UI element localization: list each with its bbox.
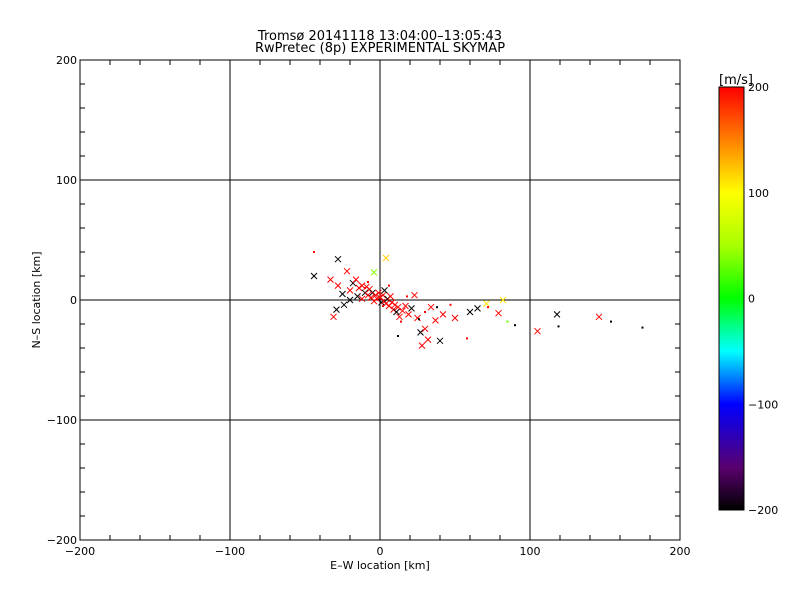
data-point	[499, 296, 507, 304]
data-point	[394, 303, 402, 311]
colorbar-tick-labels: −200 −100 0 100 200	[748, 81, 778, 517]
y-tick-label: 0	[70, 294, 77, 307]
data-point	[346, 296, 354, 304]
data-point	[370, 269, 378, 276]
y-tick-labels: −200 −100 0 100 200	[47, 54, 77, 547]
data-point	[424, 311, 426, 313]
data-point	[406, 295, 408, 298]
data-point	[402, 302, 409, 310]
data-point	[397, 335, 399, 337]
data-point	[364, 287, 366, 289]
data-point	[418, 342, 426, 349]
data-point	[610, 320, 612, 323]
data-point	[339, 290, 346, 298]
data-point	[352, 276, 360, 283]
colorbar-tick-label: −100	[748, 398, 778, 411]
data-point	[487, 306, 489, 309]
x-tick-labels: −200 −100 0 100 200	[65, 545, 691, 558]
data-point	[411, 291, 418, 299]
data-point	[310, 272, 318, 280]
data-point	[399, 307, 406, 315]
data-point	[424, 336, 432, 343]
y-axis-label: N–S location [km]	[30, 251, 43, 348]
colorbar-tick-label: 0	[748, 293, 755, 306]
data-point	[474, 305, 481, 312]
data-point	[641, 326, 644, 329]
data-point	[506, 320, 509, 323]
data-point	[388, 284, 390, 287]
data-point	[432, 317, 439, 324]
data-point	[449, 303, 452, 306]
data-point	[427, 303, 435, 311]
data-point	[367, 281, 369, 283]
data-point	[421, 325, 429, 333]
data-point	[436, 337, 444, 345]
data-point	[534, 327, 541, 335]
colorbar-label: [m/s]	[719, 73, 753, 88]
data-point	[514, 324, 516, 327]
x-tick-label: −100	[215, 545, 245, 558]
colorbar-tick-label: −200	[748, 504, 778, 517]
data-point	[553, 311, 561, 318]
x-tick-label: 0	[377, 545, 384, 558]
data-point	[327, 276, 334, 283]
colorbar-tick-label: 200	[748, 81, 769, 94]
data-point	[393, 308, 400, 316]
data-point	[334, 282, 342, 289]
data-point	[466, 337, 468, 340]
y-tick-label: 100	[56, 174, 77, 187]
data-point	[340, 301, 348, 309]
data-point	[334, 255, 342, 263]
y-tick-label: −100	[47, 414, 77, 427]
colorbar-tick-label: 100	[748, 187, 769, 200]
data-point	[408, 305, 415, 312]
data-point	[396, 313, 403, 321]
data-point	[557, 325, 560, 328]
data-point	[346, 287, 354, 294]
data-point	[313, 251, 315, 253]
x-tick-label: 200	[670, 545, 691, 558]
plot-frame	[79, 59, 681, 541]
data-point	[354, 293, 361, 300]
y-tick-label: 200	[56, 54, 77, 67]
data-point	[382, 305, 384, 307]
data-point	[405, 311, 412, 318]
data-point	[382, 254, 390, 262]
chart-title: Tromsø 20141118 13:04:00–13:05:43	[257, 29, 502, 44]
data-point	[333, 306, 340, 313]
data-point	[439, 311, 447, 318]
data-point	[330, 313, 337, 321]
data-point	[418, 318, 420, 321]
x-tick-label: −200	[65, 545, 95, 558]
data-point	[466, 308, 474, 316]
data-point	[400, 320, 402, 323]
grid-lines	[80, 60, 680, 540]
colorbar	[718, 86, 745, 511]
data-point	[417, 329, 424, 336]
data-point	[343, 267, 351, 275]
data-point	[451, 314, 459, 322]
data-point	[436, 306, 438, 309]
data-point	[483, 300, 490, 307]
x-axis-label: E–W location [km]	[330, 559, 430, 572]
data-points	[310, 251, 644, 349]
y-tick-label: −200	[47, 534, 77, 547]
data-point	[375, 289, 382, 297]
data-point	[381, 287, 388, 294]
data-point	[358, 295, 366, 303]
x-tick-label: 100	[520, 545, 541, 558]
data-point	[387, 293, 394, 300]
data-point	[495, 309, 502, 317]
data-point	[595, 313, 603, 321]
data-point	[379, 291, 387, 299]
chart-subtitle: RwPretec (8p) EXPERIMENTAL SKYMAP	[255, 41, 505, 56]
